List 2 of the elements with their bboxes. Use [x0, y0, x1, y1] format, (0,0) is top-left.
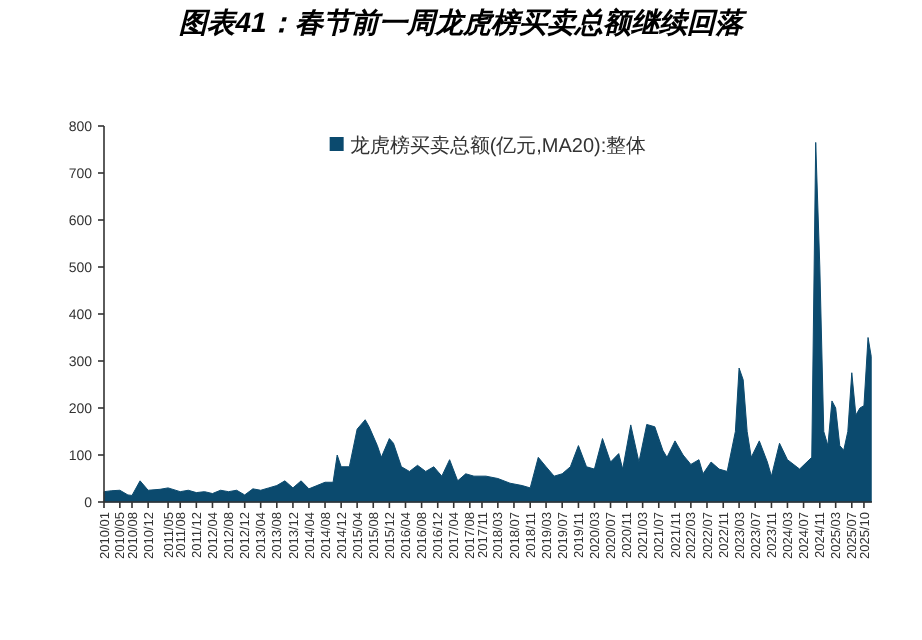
legend: 龙虎榜买卖总额(亿元,MA20):整体: [329, 136, 647, 158]
chart-title: 图表41：春节前一周龙虎榜买卖总额继续回落: [179, 6, 749, 38]
